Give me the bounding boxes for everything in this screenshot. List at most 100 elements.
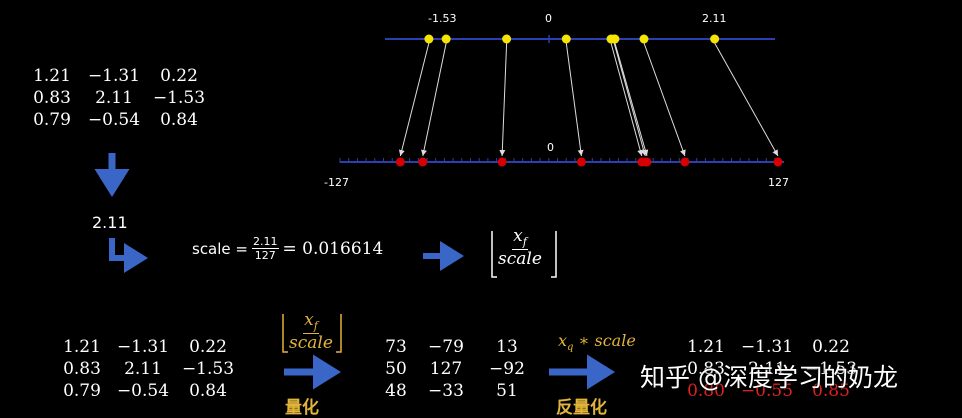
- matrix-cell: 0.84: [160, 110, 198, 130]
- matrix-cell: 48: [385, 381, 407, 401]
- matrix-cell: 2.11: [748, 359, 786, 379]
- matrix-row: 0.83 2.11 −1.53: [56, 358, 238, 380]
- matrix-row: 0.79 −0.54 0.84: [26, 109, 208, 131]
- quantized-matrix: 73 −79 13 50 127 −92 48 −33 51: [376, 336, 538, 402]
- matrix-cell: 0.22: [189, 337, 227, 357]
- mapping-arrow: [398, 42, 430, 157]
- top-point: [610, 34, 620, 44]
- mapping-arrow: [614, 42, 649, 157]
- top-point: [710, 34, 720, 44]
- top-point: [502, 34, 512, 44]
- top-max-label: 2.11: [702, 12, 727, 25]
- matrix-cell: 50: [385, 359, 407, 379]
- matrix-row: 1.21 −1.31 0.22: [680, 336, 860, 358]
- floor-top-num: x: [513, 226, 523, 246]
- matrix-cell: −92: [489, 359, 525, 379]
- bottom-point: [773, 157, 783, 167]
- matrix-cell: 73: [385, 337, 407, 357]
- top-point: [441, 34, 451, 44]
- matrix-cell: −0.54: [116, 381, 170, 401]
- matrix-row: 73 −79 13: [376, 336, 538, 358]
- matrix-cell: 0.22: [812, 337, 850, 357]
- matrix-cell: 51: [496, 381, 518, 401]
- matrix-cell: −79: [428, 337, 464, 357]
- input-matrix: 1.21 −1.31 0.22 0.83 2.11 −1.53 0.79 −0.54 0.84: [26, 65, 208, 131]
- scale-fraction: 2.11 127: [252, 236, 279, 261]
- bottom-point: [418, 157, 428, 167]
- matrix-cell: 0.79: [33, 110, 71, 130]
- mapping-arrow: [613, 42, 647, 157]
- top-min-label: -1.53: [428, 12, 457, 25]
- watermark: 知乎 @深度学习的奶龙: [640, 363, 898, 392]
- quant-den: scale: [289, 333, 333, 354]
- matrix-row: 1.21 −1.31 0.22: [26, 65, 208, 87]
- bottom-zero-label: 0: [547, 141, 554, 154]
- mapping-arrow: [714, 42, 779, 157]
- bottom-point: [576, 157, 586, 167]
- matrix-cell: 2.11: [95, 88, 133, 108]
- quant-sub: f: [313, 319, 318, 333]
- floor-top-sub: f: [522, 235, 527, 249]
- matrix-cell: 1.21: [687, 337, 725, 357]
- floor-formula-top: xf scale: [498, 228, 542, 268]
- bottom-point: [642, 157, 652, 167]
- matrix-row: 0.79 −0.54 0.84: [56, 380, 238, 402]
- mapping-arrow: [610, 42, 644, 157]
- max-abs-value: 2.11: [92, 213, 128, 232]
- floor-top-den: scale: [498, 249, 542, 270]
- dequant-formula: xq ∗ scale: [558, 331, 636, 353]
- matrix-cell: −1.53: [181, 359, 235, 379]
- matrix-cell: 0.22: [160, 66, 198, 86]
- matrix-cell: 127: [429, 359, 463, 379]
- dequant-x: x: [558, 331, 568, 350]
- scale-formula: scale = 2.11 127 = 0.016614: [192, 236, 383, 261]
- top-point: [639, 34, 649, 44]
- bottom-point: [497, 157, 507, 167]
- mapping-arrow: [499, 42, 508, 157]
- matrix-cell: 1.21: [63, 337, 101, 357]
- quant-num: x: [304, 310, 314, 330]
- dequant-rest: ∗ scale: [573, 331, 636, 350]
- matrix-cell: −0.55: [740, 381, 794, 401]
- matrix-cell: 0.79: [63, 381, 101, 401]
- matrix-row: 1.21 −1.31 0.22: [56, 336, 238, 358]
- matrix-cell: −1.31: [116, 337, 170, 357]
- matrix-cell: −1.31: [87, 66, 141, 86]
- matrix-cell: −1.53: [804, 359, 858, 379]
- matrix-row: 0.83 2.11 −1.53: [680, 358, 860, 380]
- mapping-arrow: [421, 42, 447, 157]
- dequantized-matrix: 1.21 −1.31 0.22 0.83 2.11 −1.53 0.80 −0.55 0.85: [680, 336, 860, 402]
- scale-result: = 0.016614: [282, 238, 384, 259]
- matrix-cell: −1.53: [152, 88, 206, 108]
- quant-formula: xf scale: [289, 312, 333, 352]
- matrix-row: 48 −33 51: [376, 380, 538, 402]
- mapping-arrow: [565, 42, 584, 157]
- scale-prefix: scale =: [192, 239, 248, 258]
- matrix-cell: 0.83: [33, 88, 71, 108]
- matrix-cell: 0.83: [63, 359, 101, 379]
- matrix-cell: 1.21: [33, 66, 71, 86]
- matrix-cell: 2.11: [124, 359, 162, 379]
- matrix-row: 50 127 −92: [376, 358, 538, 380]
- quant-label: 量化: [285, 398, 319, 418]
- bottom-point: [680, 157, 690, 167]
- matrix-cell: 0.85: [812, 381, 850, 401]
- mapping-arrow: [643, 42, 686, 157]
- bottom-input-matrix: 1.21 −1.31 0.22 0.83 2.11 −1.53 0.79 −0.54 0.84: [56, 336, 238, 402]
- elbow-arrow: [109, 238, 148, 273]
- scale-fraction-den: 127: [254, 249, 276, 262]
- dequant-sub: q: [567, 342, 574, 354]
- floor-bracket-quant-left: [282, 314, 288, 353]
- matrix-cell: −1.31: [740, 337, 794, 357]
- bottom-min-label: -127: [324, 176, 349, 189]
- dequant-label: 反量化: [556, 398, 607, 418]
- scale-fraction-num: 2.11: [252, 235, 279, 249]
- matrix-row: 0.83 2.11 −1.53: [26, 87, 208, 109]
- matrix-cell: 13: [496, 337, 518, 357]
- matrix-cell: −0.54: [87, 110, 141, 130]
- top-point: [561, 34, 571, 44]
- floor-bracket-top-right: [551, 231, 557, 278]
- matrix-cell: 0.83: [687, 359, 725, 379]
